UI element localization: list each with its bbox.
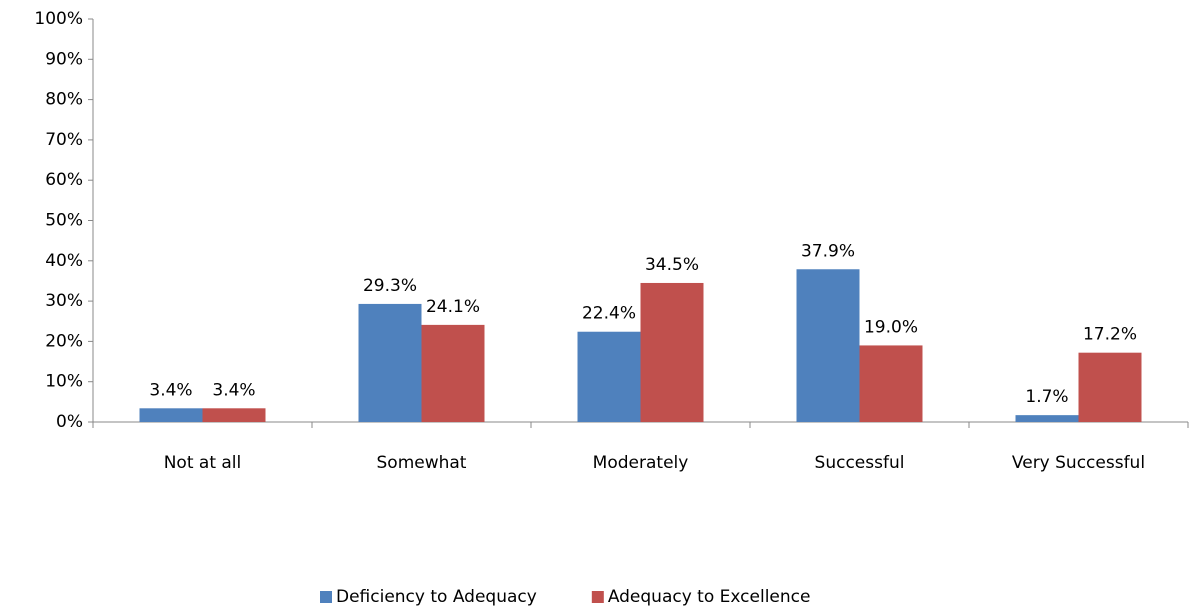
data-label: 34.5%: [645, 255, 699, 275]
legend-label: Adequacy to Excellence: [608, 587, 811, 607]
bar: [358, 303, 422, 422]
bar: [139, 408, 203, 422]
data-label: 24.1%: [426, 297, 480, 317]
bar: [796, 269, 860, 422]
legend-swatch: [591, 591, 604, 603]
data-label: 3.4%: [212, 380, 255, 400]
y-tick-label: 40%: [45, 251, 83, 271]
bar: [577, 331, 641, 422]
y-tick-label: 30%: [45, 291, 83, 311]
data-label: 37.9%: [801, 241, 855, 261]
y-tick-label: 100%: [34, 9, 83, 29]
bar: [421, 324, 485, 422]
legend-swatch: [320, 591, 332, 603]
y-tick-label: 60%: [45, 170, 83, 190]
y-tick-label: 90%: [45, 49, 83, 69]
y-tick-label: 70%: [45, 130, 83, 150]
bar: [1015, 415, 1079, 422]
legend-label: Deficiency to Adequacy: [336, 587, 537, 607]
y-tick-label: 50%: [45, 211, 83, 231]
y-tick-label: 0%: [56, 412, 83, 432]
bar: [859, 345, 923, 422]
data-label: 1.7%: [1025, 387, 1068, 407]
x-tick-label: Not at all: [164, 453, 242, 473]
data-label: 17.2%: [1083, 325, 1137, 345]
data-label: 29.3%: [363, 276, 417, 296]
bar: [640, 282, 704, 422]
bar: [202, 408, 266, 422]
bar: [1078, 352, 1142, 422]
x-tick-label: Somewhat: [377, 453, 467, 473]
y-tick-label: 20%: [45, 331, 83, 351]
y-tick-label: 80%: [45, 90, 83, 110]
y-tick-label: 10%: [45, 372, 83, 392]
data-label: 19.0%: [864, 317, 918, 337]
x-tick-label: Moderately: [593, 453, 689, 473]
x-tick-label: Very Successful: [1012, 453, 1145, 473]
data-label: 22.4%: [582, 304, 636, 324]
data-label: 3.4%: [149, 380, 192, 400]
x-tick-label: Successful: [815, 453, 905, 473]
